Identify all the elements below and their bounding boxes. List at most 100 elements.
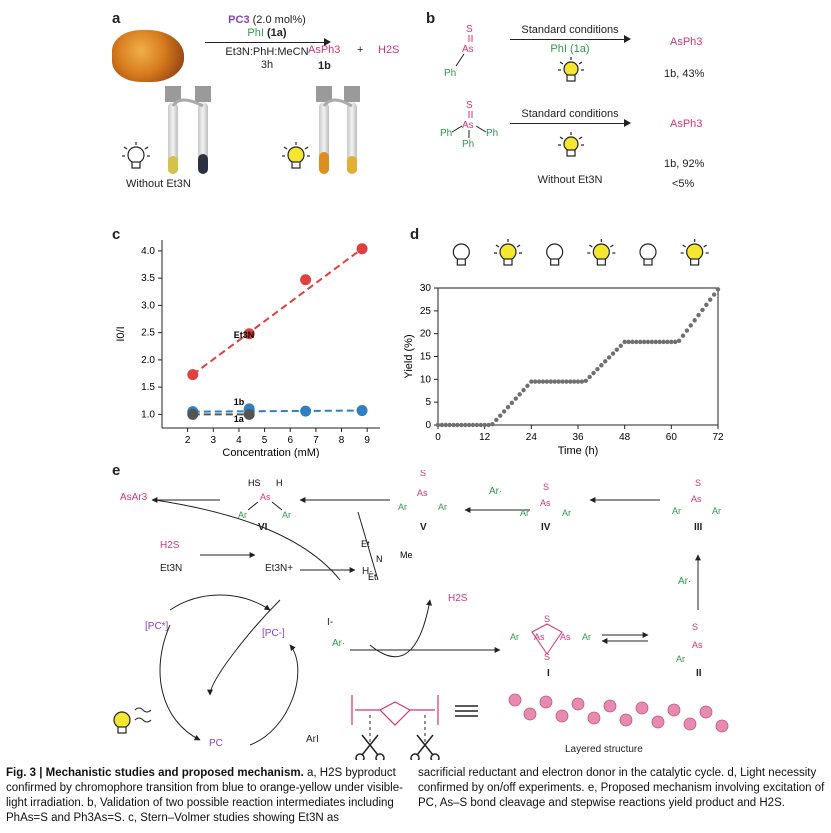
data-point: [618, 343, 623, 348]
data-point: [603, 359, 608, 364]
fit-line: [192, 409, 363, 413]
series-label-1b: 1b: [234, 397, 245, 407]
data-point: [715, 287, 721, 292]
data-point: [529, 379, 534, 384]
svg-text:S: S: [544, 614, 550, 624]
data-point: [638, 339, 643, 345]
svg-text:As: As: [692, 640, 703, 650]
y-tick-label: 0: [425, 420, 431, 431]
ari-label: ArI: [306, 734, 319, 745]
data-point: [243, 408, 255, 420]
x-tick-label: 36: [572, 432, 584, 443]
svg-text:Ar: Ar: [672, 506, 681, 516]
data-point: [688, 323, 693, 328]
data-point: [556, 379, 561, 384]
ar-radical-center: Ar·: [332, 638, 346, 649]
y-tick-label: 3.5: [141, 273, 155, 284]
data-point: [443, 422, 448, 428]
intermediate-ii: II: [696, 668, 702, 679]
svg-text:As: As: [462, 120, 474, 131]
data-point: [587, 374, 592, 380]
arrow-head-icon: [624, 119, 631, 127]
data-point: [645, 339, 651, 345]
intermediates-structures: S As Ph S As Ph Ph Ph: [440, 24, 498, 148]
stern-volmer-chart: 2 3 4 5 6 7 8 9 1.0 1.5 2.0 2.5 3.0 3.5 4.0 Concentrati…: [115, 240, 380, 458]
data-point: [661, 339, 666, 345]
y-tick-label: 20: [420, 329, 432, 340]
catalyst-label: PC3: [228, 14, 250, 26]
lightbulb-off-icon: [452, 243, 470, 266]
et3n-label: Et3N: [160, 563, 183, 574]
data-point: [474, 422, 480, 428]
row2-yield: 1b, 92%: [664, 158, 705, 170]
data-point: [700, 307, 705, 313]
data-point: [498, 413, 503, 418]
data-point: [595, 366, 600, 372]
series-label-et3n: Et3N: [234, 330, 255, 340]
svg-text:As: As: [462, 44, 474, 55]
svg-text:Ar: Ar: [520, 508, 529, 518]
data-point: [451, 422, 456, 428]
data-point: [501, 409, 507, 414]
x-tick-label: 9: [364, 435, 370, 446]
svg-text:Ph: Ph: [486, 128, 498, 139]
svg-text:As: As: [260, 492, 271, 502]
x-tick-label: 2: [185, 435, 191, 446]
iodide-label: I-: [327, 617, 334, 628]
svg-text:As: As: [534, 632, 545, 642]
figure-caption-right: sacrificial reductant and electron donor…: [418, 767, 825, 809]
lightbulb-on-icon: [494, 239, 522, 266]
lightbulb-off-icon: [639, 243, 657, 266]
catalyst-loading: (2.0 mol%): [252, 14, 306, 26]
pc-ground: PC: [209, 738, 223, 749]
solvent-label: Et3N:PhH:MeCN: [225, 46, 309, 58]
data-point: [486, 422, 491, 428]
data-point: [447, 422, 452, 428]
row2-conditions: Standard conditions: [521, 108, 619, 120]
data-point: [610, 351, 616, 356]
scissors-icon: [355, 734, 440, 760]
data-point: [579, 379, 585, 384]
data-point: [583, 378, 588, 384]
data-point: [571, 379, 577, 384]
row2-product: AsPh3: [670, 118, 703, 130]
x-tick-label: 72: [712, 432, 724, 443]
h2s-left: H2S: [160, 540, 180, 551]
ar-radical-right: Ar·: [678, 576, 692, 587]
data-point: [673, 339, 678, 345]
svg-text:Ar: Ar: [282, 510, 291, 520]
lightbulb-on-icon: [680, 239, 709, 266]
svg-text:S: S: [420, 470, 426, 478]
svg-text:Ar: Ar: [582, 632, 591, 642]
data-point: [521, 387, 526, 393]
product-asph3: AsPh3: [308, 44, 341, 56]
x-tick-label: 60: [666, 432, 678, 443]
data-point: [544, 379, 550, 384]
y-tick-label: 5: [425, 397, 431, 408]
light-on-off-chart: 0 12 24 36 48 60 72 0 5 10 15 20 25 30 Time (h) Yield (…: [403, 239, 724, 457]
svg-text:As: As: [417, 488, 428, 498]
data-point: [680, 333, 686, 338]
svg-text:S: S: [544, 652, 550, 662]
intermediate-v: V: [420, 522, 427, 533]
data-point: [708, 297, 713, 302]
svg-text:Ar: Ar: [398, 502, 407, 512]
product-code: 1b: [318, 60, 331, 72]
lightbulb-on-icon: [558, 57, 584, 82]
data-point: [463, 422, 468, 428]
h2s-right: H2S: [448, 593, 468, 604]
plot-frame: [437, 287, 719, 426]
svg-text:N: N: [376, 554, 383, 564]
x-tick-label: 6: [287, 435, 293, 446]
data-point: [439, 422, 445, 428]
data-point: [696, 312, 701, 318]
panel-d-letter: d: [410, 226, 420, 243]
y-axis-label: Yield (%): [403, 334, 415, 378]
byproduct-h2s: H2S: [378, 44, 400, 56]
lightbulb-off-icon: [546, 243, 564, 266]
panel-a-letter: a: [112, 10, 121, 27]
asar3-label: AsAr3: [120, 492, 148, 503]
data-point: [711, 292, 717, 297]
data-point: [560, 379, 565, 384]
data-point: [513, 396, 518, 401]
